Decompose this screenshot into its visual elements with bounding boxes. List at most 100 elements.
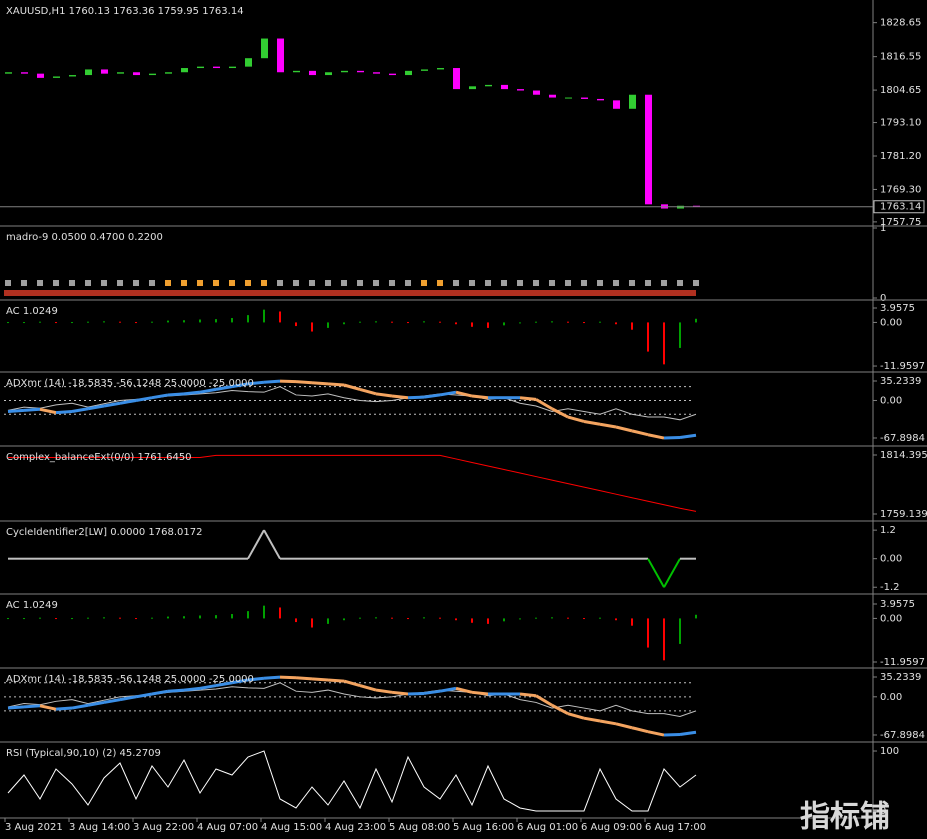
bar [551, 321, 553, 323]
y-tick-label: 35.2339 [880, 672, 921, 683]
bar [391, 617, 393, 619]
candle [261, 38, 268, 59]
y-tick-label: 1769.30 [880, 184, 921, 195]
candle [485, 84, 492, 87]
state-marker [565, 280, 571, 286]
candle [293, 70, 300, 73]
series-line [8, 454, 697, 512]
panel-title: Complex_balanceExt(0/0) 1761.6450 [6, 452, 192, 463]
line-segment [231, 382, 249, 389]
bar [567, 321, 569, 323]
line-segment [583, 419, 601, 426]
candle [197, 66, 204, 69]
candle [181, 68, 188, 73]
line-segment [551, 703, 569, 716]
candle [309, 70, 316, 76]
bar [375, 321, 377, 323]
line-segment [247, 529, 265, 560]
line-segment [151, 393, 169, 400]
bar [55, 322, 57, 324]
line-segment [23, 704, 41, 709]
state-marker [165, 280, 171, 286]
y-tick-label: 35.2339 [880, 376, 921, 387]
bar [167, 320, 169, 323]
state-marker [517, 280, 523, 286]
state-marker [277, 280, 283, 286]
candle [133, 72, 140, 76]
line-segment [567, 415, 585, 423]
line-segment [279, 675, 297, 680]
state-marker [357, 280, 363, 286]
line-segment [311, 677, 329, 682]
line-segment [343, 679, 361, 688]
bar [535, 321, 537, 323]
state-marker [373, 280, 379, 286]
line-segment [39, 704, 57, 711]
price-label-box [873, 200, 925, 214]
bar [567, 617, 569, 619]
series-line [7, 682, 697, 718]
price-label: 1763.14 [880, 202, 921, 213]
x-tick-label: 5 Aug 16:00 [453, 822, 514, 833]
bar [423, 617, 425, 619]
line-segment [567, 712, 585, 720]
line-segment [7, 408, 25, 414]
state-marker [469, 280, 475, 286]
line-segment [215, 385, 233, 391]
bar [663, 322, 665, 365]
candle [69, 75, 76, 77]
state-marker [149, 280, 155, 286]
line-segment [167, 392, 185, 397]
bar [375, 617, 377, 619]
bar [471, 618, 473, 623]
state-marker [661, 280, 667, 286]
state-marker [309, 280, 315, 286]
line-segment [455, 390, 473, 398]
y-tick-label: -1.2 [880, 582, 900, 593]
x-tick-label: 3 Aug 22:00 [133, 822, 194, 833]
bar [247, 315, 249, 323]
state-marker [85, 280, 91, 286]
y-tick-label: -67.8984 [880, 730, 925, 741]
state-marker [181, 280, 187, 286]
line-segment [151, 689, 169, 696]
x-tick-label: 3 Aug 14:00 [69, 822, 130, 833]
bar [263, 605, 265, 619]
bar [439, 321, 441, 323]
bar [87, 321, 89, 323]
candle [613, 100, 620, 109]
candle [117, 72, 124, 74]
line-segment [663, 435, 681, 440]
line-segment [679, 730, 697, 736]
bar [503, 618, 505, 622]
candle [693, 205, 700, 207]
candle [21, 72, 28, 74]
line-segment [615, 425, 633, 433]
line-segment [231, 678, 249, 685]
state-marker [261, 280, 267, 286]
y-tick-label: 1.2 [880, 525, 896, 536]
candle [549, 94, 556, 98]
line-segment [439, 686, 457, 693]
bar [7, 322, 9, 324]
bar [439, 617, 441, 619]
bar [247, 611, 249, 619]
bar [647, 618, 649, 648]
line-segment [535, 398, 553, 411]
state-marker [197, 280, 203, 286]
bar [423, 321, 425, 323]
bar [55, 618, 57, 620]
candle [245, 58, 252, 67]
bar [679, 618, 681, 644]
bar [695, 318, 697, 323]
bar [119, 321, 121, 323]
candle [373, 72, 380, 74]
line-segment [535, 694, 553, 707]
signal-strip [4, 290, 696, 296]
y-tick-label: 1 [880, 223, 886, 234]
bar [215, 615, 217, 619]
state-marker [485, 280, 491, 286]
state-marker [549, 280, 555, 286]
line-segment [519, 396, 537, 401]
y-tick-label: -67.8984 [880, 433, 925, 444]
